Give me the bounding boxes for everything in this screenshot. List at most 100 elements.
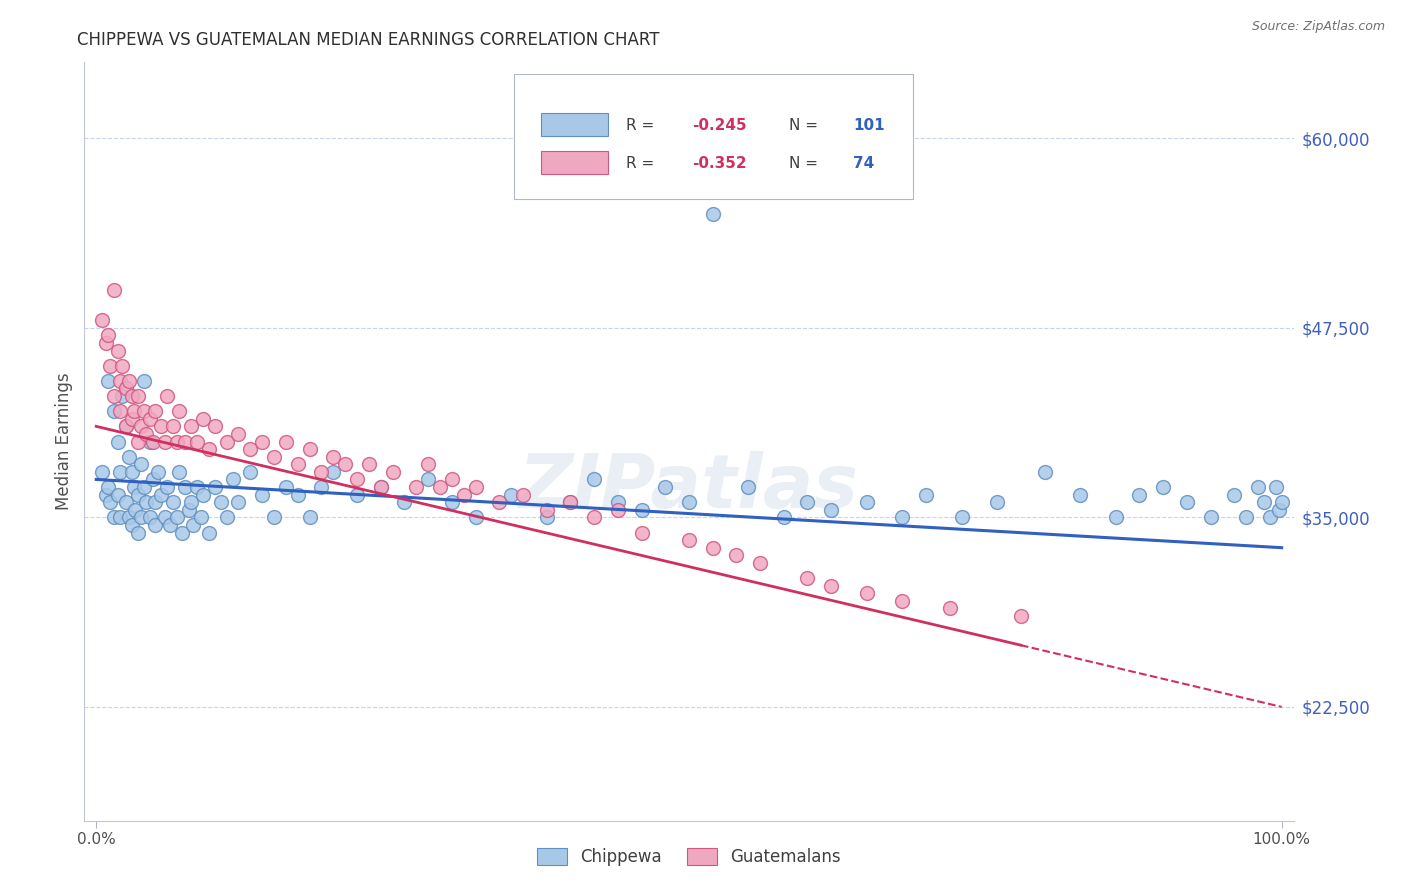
Point (749, 556, 772, 570)
Point (250, 487, 273, 501)
Point (103, 510, 125, 524)
Point (142, 473, 165, 487)
Point (121, 465, 143, 479)
Point (166, 510, 188, 524)
Point (1271, 495, 1294, 509)
Point (630, 525, 652, 540)
Point (630, 502, 652, 516)
Point (111, 389, 134, 403)
Point (108, 510, 131, 524)
Point (174, 434, 197, 449)
Point (891, 510, 914, 524)
Point (311, 480, 333, 494)
Text: 74: 74 (853, 156, 875, 170)
Point (198, 525, 221, 540)
Point (287, 487, 309, 501)
Point (311, 465, 333, 479)
Point (440, 473, 463, 487)
Y-axis label: Median Earnings: Median Earnings (55, 373, 73, 510)
Point (103, 404, 125, 418)
Point (560, 495, 582, 509)
Text: Source: ZipAtlas.com: Source: ZipAtlas.com (1251, 20, 1385, 33)
Point (156, 389, 179, 403)
Point (129, 457, 152, 471)
Point (322, 450, 344, 464)
Point (129, 419, 152, 434)
Point (583, 473, 606, 487)
Text: -0.352: -0.352 (693, 156, 747, 170)
Point (142, 434, 165, 449)
Point (381, 465, 404, 479)
Point (536, 502, 558, 516)
Point (138, 434, 160, 449)
Point (346, 487, 368, 501)
Point (1264, 480, 1286, 494)
Point (97, 480, 120, 494)
Point (118, 450, 141, 464)
Point (370, 480, 392, 494)
Point (91, 465, 114, 479)
Point (186, 480, 208, 494)
FancyBboxPatch shape (513, 74, 912, 199)
Point (108, 404, 131, 418)
Point (124, 502, 146, 516)
Point (156, 480, 179, 494)
Text: R =: R = (626, 156, 659, 170)
Point (855, 586, 877, 600)
Point (796, 571, 818, 585)
Point (702, 541, 724, 555)
Point (215, 434, 238, 449)
Point (153, 434, 176, 449)
Point (146, 465, 169, 479)
Point (174, 480, 197, 494)
Point (274, 434, 297, 449)
Point (464, 510, 486, 524)
Point (129, 510, 152, 524)
Point (796, 495, 818, 509)
Point (135, 495, 157, 509)
Point (512, 487, 534, 501)
Text: 101: 101 (853, 118, 884, 133)
Point (938, 601, 960, 615)
Point (204, 419, 226, 434)
Point (820, 502, 842, 516)
Text: CHIPPEWA VS GUATEMALAN MEDIAN EARNINGS CORRELATION CHART: CHIPPEWA VS GUATEMALAN MEDIAN EARNINGS C… (77, 31, 659, 49)
Point (118, 510, 141, 524)
Point (127, 525, 149, 540)
Point (429, 480, 451, 494)
Text: N =: N = (789, 156, 823, 170)
Point (94, 487, 117, 501)
Point (263, 450, 285, 464)
Point (1128, 487, 1150, 501)
Point (891, 594, 914, 608)
Point (1152, 480, 1174, 494)
Point (103, 389, 125, 403)
Point (606, 495, 628, 509)
Point (1033, 465, 1056, 479)
Point (150, 487, 173, 501)
Point (115, 419, 138, 434)
Point (115, 419, 138, 434)
Point (191, 487, 214, 501)
Point (1234, 510, 1257, 524)
Point (228, 427, 250, 442)
Point (107, 487, 129, 501)
Point (107, 343, 129, 358)
Point (298, 442, 321, 457)
Point (115, 495, 138, 509)
Point (180, 495, 202, 509)
Point (405, 480, 427, 494)
Point (132, 480, 155, 494)
Point (204, 480, 226, 494)
Point (274, 480, 297, 494)
Point (209, 495, 232, 509)
Bar (541, 152, 607, 174)
Point (100, 495, 122, 509)
Point (536, 510, 558, 524)
Point (145, 517, 167, 532)
Point (135, 427, 157, 442)
Point (263, 510, 285, 524)
Point (1247, 480, 1270, 494)
Point (678, 495, 700, 509)
Point (1175, 495, 1198, 509)
